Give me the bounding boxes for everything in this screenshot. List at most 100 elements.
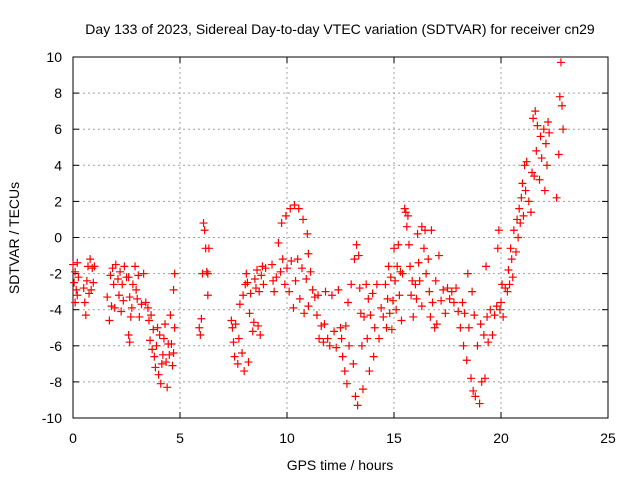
data-point	[350, 255, 359, 264]
data-point	[406, 262, 415, 271]
x-axis: 0 5 10 15 20 25	[69, 57, 616, 446]
data-point	[248, 327, 257, 336]
data-point	[330, 327, 339, 336]
data-point	[469, 386, 478, 395]
data-point	[490, 311, 499, 320]
data-point	[462, 356, 471, 365]
data-point	[559, 125, 568, 134]
data-point	[372, 280, 381, 289]
data-point	[131, 262, 140, 271]
data-point	[230, 352, 239, 361]
data-point	[304, 249, 313, 258]
data-point	[278, 255, 287, 264]
chart-title: Day 133 of 2023, Sidereal Day-to-day VTE…	[85, 21, 595, 37]
data-point	[240, 367, 249, 376]
data-point	[204, 244, 213, 253]
data-point	[170, 269, 179, 278]
data-point	[250, 275, 259, 284]
data-point	[531, 107, 540, 116]
data-point	[403, 211, 412, 220]
data-point	[480, 374, 489, 383]
data-point	[471, 392, 480, 401]
data-point	[382, 323, 391, 332]
data-point	[539, 125, 548, 134]
data-point	[146, 336, 155, 345]
data-point	[285, 287, 294, 296]
data-point	[125, 338, 134, 347]
data-point	[476, 320, 485, 329]
data-point	[272, 273, 281, 282]
x-tick-label: 10	[279, 430, 295, 446]
data-point	[299, 215, 308, 224]
data-point	[342, 379, 351, 388]
data-point	[349, 359, 358, 368]
data-point	[499, 312, 508, 321]
x-tick-label: 25	[600, 430, 616, 446]
data-point	[432, 320, 441, 329]
data-point	[464, 323, 473, 332]
data-point	[268, 260, 277, 269]
data-point	[392, 305, 401, 314]
y-axis-label: SDTVAR / TECUs	[6, 182, 22, 294]
data-point	[118, 280, 127, 289]
data-point	[88, 264, 97, 273]
y-tick-label: -8	[50, 374, 63, 390]
data-point	[199, 219, 208, 228]
data-point	[417, 302, 426, 311]
data-point	[157, 359, 166, 368]
data-point	[554, 150, 563, 159]
data-point	[195, 323, 204, 332]
data-point	[431, 276, 440, 285]
data-point	[388, 296, 397, 305]
data-point	[334, 285, 343, 294]
y-tick-label: 6	[54, 121, 62, 137]
data-point	[364, 294, 373, 303]
data-point	[351, 392, 360, 401]
data-point	[426, 312, 435, 321]
data-point	[401, 208, 410, 217]
data-point	[90, 262, 99, 271]
data-point	[345, 341, 354, 350]
data-point	[293, 255, 302, 264]
data-point	[167, 339, 176, 348]
data-point	[82, 276, 91, 285]
data-point	[479, 330, 488, 339]
data-point	[281, 211, 290, 220]
y-tick-label: -2	[50, 266, 63, 282]
data-point	[304, 302, 313, 311]
data-point	[353, 401, 362, 410]
data-point	[168, 361, 177, 370]
data-point	[71, 298, 80, 307]
data-point	[127, 303, 136, 312]
data-point	[506, 244, 515, 253]
data-point	[280, 280, 289, 289]
data-point	[103, 293, 112, 302]
y-tick-label: -6	[50, 338, 63, 354]
data-point	[413, 229, 422, 238]
data-point	[308, 285, 317, 294]
data-point	[458, 298, 467, 307]
data-point	[383, 294, 392, 303]
data-point	[530, 172, 539, 181]
data-point	[394, 240, 403, 249]
data-point	[493, 244, 502, 253]
data-point	[358, 385, 367, 394]
data-point	[443, 284, 452, 293]
data-point	[505, 280, 514, 289]
data-point	[347, 280, 356, 289]
data-point	[520, 161, 529, 170]
data-point	[544, 117, 553, 126]
x-tick-label: 15	[386, 430, 402, 446]
data-point	[297, 264, 306, 273]
data-point	[385, 309, 394, 318]
x-axis-label: GPS time / hours	[287, 457, 394, 473]
data-point	[79, 284, 88, 293]
data-point	[151, 363, 160, 372]
data-point	[402, 222, 411, 231]
data-point	[504, 265, 513, 274]
data-point	[155, 330, 164, 339]
data-point	[400, 204, 409, 213]
data-point	[488, 330, 497, 339]
data-point	[241, 280, 250, 289]
